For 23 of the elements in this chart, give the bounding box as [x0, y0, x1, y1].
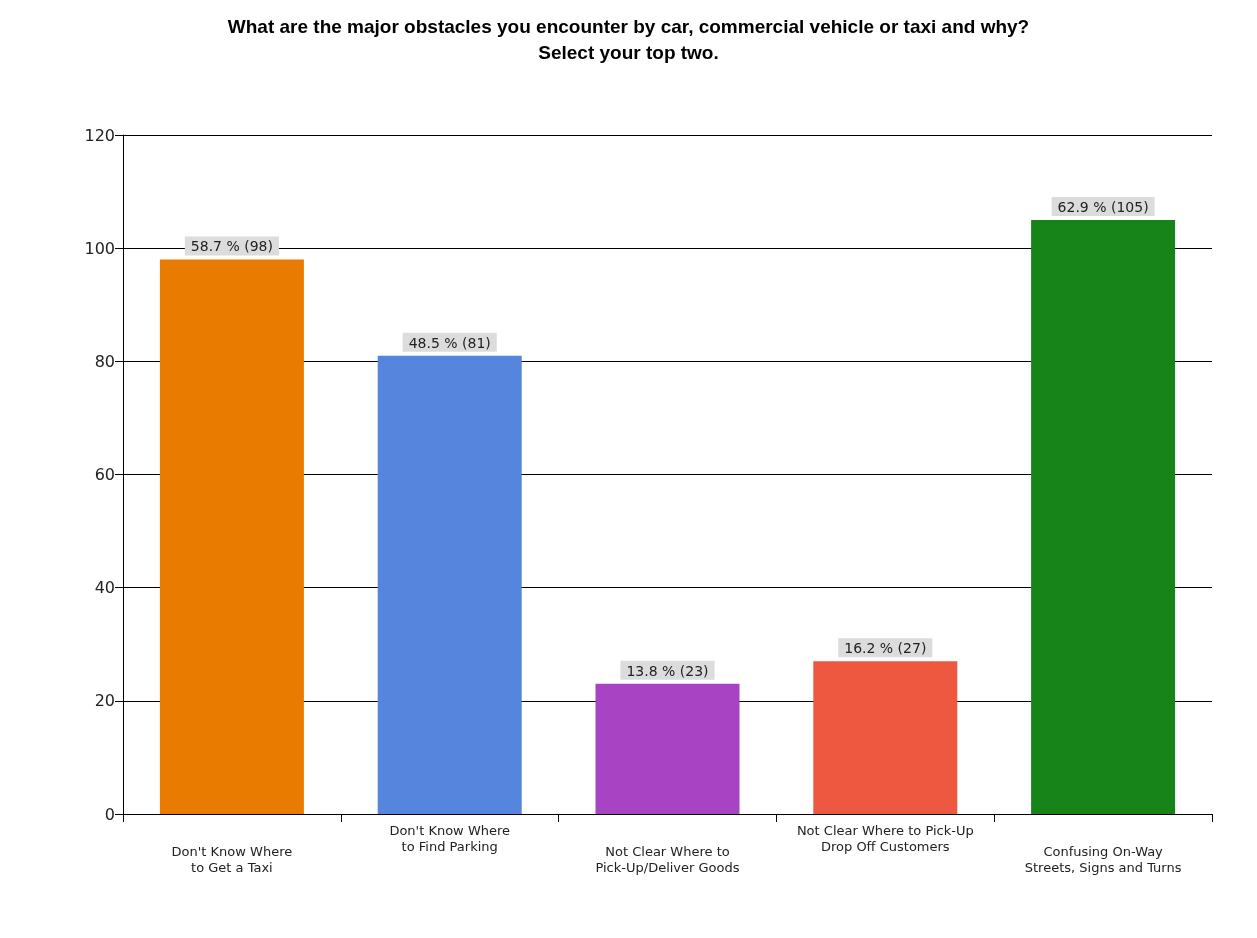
x-tick-label: Don't Know Where to Get a Taxi: [171, 843, 293, 875]
y-tick-label: 60: [94, 465, 115, 484]
x-tick-label: Confusing On-Way Streets, Signs and Turns: [1024, 843, 1182, 875]
bar: [1031, 219, 1176, 814]
chart-title: What are the major obstacles you encounter by car, commercial vehicle or taxi and why? Select your top two.: [227, 15, 1030, 63]
bar: [595, 683, 740, 814]
y-tick-label: 100: [84, 238, 115, 258]
y-tick-label: 40: [94, 578, 115, 598]
bar: [377, 355, 522, 814]
data-label: 62.9 % (105): [1057, 198, 1149, 215]
bar: [813, 661, 958, 814]
y-tick-label: 0: [104, 804, 115, 824]
x-tick-label: Don't Know Where to Find Parking: [389, 822, 511, 854]
y-tick-label: 20: [94, 691, 115, 711]
x-tick-label: Not Clear Where to Pick-Up Drop Off Customers: [796, 822, 974, 854]
data-label: 16.2 % (27): [844, 640, 927, 657]
y-tick-label: 80: [94, 351, 115, 371]
x-tick-label: Not Clear Where to Pick-Up/Deliver Goods: [595, 843, 740, 875]
y-tick-label: 120: [84, 125, 115, 145]
data-label: 48.5 % (81): [408, 334, 491, 351]
bar: [159, 259, 304, 814]
data-label: 58.7 % (98): [190, 238, 273, 255]
data-label: 13.8 % (23): [626, 662, 709, 679]
